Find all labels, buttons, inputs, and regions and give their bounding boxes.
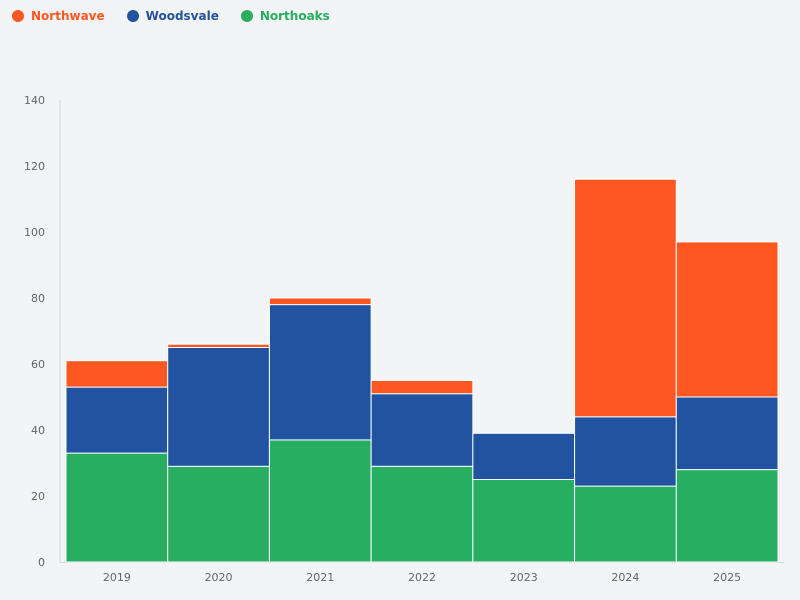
bar-segment-woodsvale-2020[interactable]	[167, 347, 270, 467]
bar-segment-northwave-2025[interactable]	[675, 241, 779, 398]
legend-label: Northoaks	[259, 9, 330, 23]
bar-segment-northoaks-2019[interactable]	[65, 452, 169, 563]
legend-item-northoaks[interactable]: Northoaks	[240, 9, 330, 23]
bar-segment-northwave-2021[interactable]	[268, 297, 372, 306]
bar-segment-northoaks-2022[interactable]	[370, 465, 474, 563]
bar-segment-woodsvale-2019[interactable]	[65, 386, 169, 454]
bar-segment-woodsvale-2025[interactable]	[675, 396, 779, 471]
bar-segment-woodsvale-2022[interactable]	[370, 393, 474, 467]
y-tick-label: 60	[31, 358, 45, 371]
x-tick-label: 2024	[611, 571, 639, 584]
y-tick-label: 80	[31, 292, 45, 305]
legend-item-northwave[interactable]: Northwave	[12, 9, 105, 23]
bar-segment-northoaks-2023[interactable]	[472, 479, 576, 563]
bar-segment-northwave-2022[interactable]	[370, 380, 474, 395]
y-tick-label: 140	[24, 94, 45, 107]
x-tick-label: 2019	[103, 571, 131, 584]
bar-segment-woodsvale-2023[interactable]	[472, 432, 576, 480]
legend-label: Woodsvale	[145, 9, 219, 23]
x-tick-label: 2023	[510, 571, 538, 584]
x-tick-label: 2021	[306, 571, 334, 584]
legend-marker-icon	[126, 10, 139, 22]
legend-label: Northwave	[31, 9, 105, 23]
legend-marker-icon	[240, 10, 253, 22]
y-tick-label: 0	[38, 556, 45, 569]
x-tick-label: 2020	[205, 571, 233, 584]
y-tick-label: 20	[31, 490, 45, 503]
legend-item-woodsvale[interactable]: Woodsvale	[126, 9, 219, 23]
y-tick-label: 40	[31, 424, 45, 437]
bar-segment-northwave-2024[interactable]	[574, 178, 677, 418]
bar-segment-northoaks-2020[interactable]	[167, 465, 270, 563]
bar-segment-northwave-2019[interactable]	[65, 360, 169, 388]
y-tick-label: 120	[24, 160, 45, 173]
legend-marker-icon	[12, 10, 24, 22]
y-tick-label: 100	[24, 226, 45, 239]
bar-segment-northoaks-2025[interactable]	[675, 469, 779, 563]
x-tick-label: 2025	[713, 571, 741, 584]
legend: Northwave Woodsvale Northoaks	[12, 9, 330, 23]
bar-segment-woodsvale-2021[interactable]	[268, 304, 372, 441]
x-tick-label: 2022	[408, 571, 436, 584]
bar-segment-northoaks-2021[interactable]	[268, 439, 372, 563]
bar-segment-northwave-2020[interactable]	[167, 343, 270, 349]
bar-segment-woodsvale-2024[interactable]	[574, 416, 677, 487]
bar-segment-northoaks-2024[interactable]	[574, 485, 677, 563]
